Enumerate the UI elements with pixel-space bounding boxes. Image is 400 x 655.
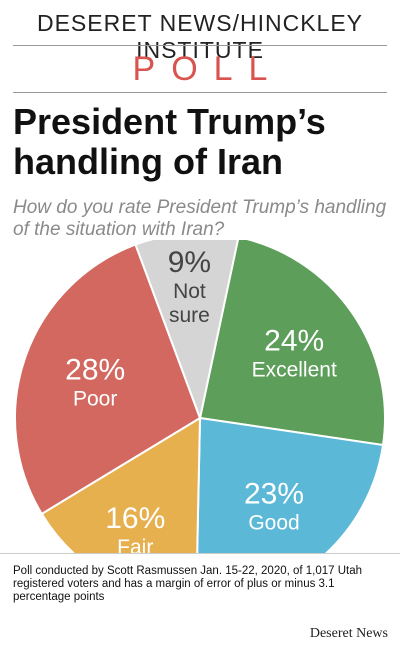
slice-percent-label: 24% bbox=[264, 325, 324, 358]
chart-title: President Trump’s handling of Iran bbox=[13, 101, 326, 182]
footnote: Poll conducted by Scott Rasmussen Jan. 1… bbox=[13, 565, 363, 603]
slice-percent-label: 16% bbox=[105, 502, 165, 535]
poll-divider bbox=[13, 92, 387, 93]
pie-slice-not-sure bbox=[134, 240, 239, 422]
slice-category-label: Poor bbox=[73, 387, 117, 410]
slice-category-label: Excellent bbox=[252, 359, 337, 382]
header-divider bbox=[13, 45, 387, 46]
poll-label: POLL bbox=[132, 50, 284, 88]
brand-logo: Deseret News bbox=[309, 626, 388, 641]
slice-category-label: sure bbox=[169, 304, 210, 327]
pie-slice-excellent bbox=[198, 240, 386, 447]
pie-chart: 24%Excellent 23%Good 16%Fair 28%Poor 9%Notsu… bbox=[14, 240, 386, 553]
footer-divider bbox=[0, 553, 400, 554]
source-header: DESERET NEWS/HINCKLEY INSTITUTE bbox=[36, 10, 364, 63]
slice-percent-label: 28% bbox=[65, 353, 125, 386]
pie-slice-fair bbox=[40, 416, 202, 553]
slice-category-label: Fair bbox=[117, 536, 153, 553]
slice-percent-label: 23% bbox=[244, 478, 304, 511]
chart-question: How do you rate President Trump’s handli… bbox=[13, 197, 387, 240]
pie-slice-good bbox=[196, 416, 385, 553]
pie-slice-poor bbox=[14, 243, 202, 516]
slice-percent-label: 9% bbox=[168, 246, 211, 279]
slice-category-label: Not bbox=[173, 280, 206, 303]
slice-category-label: Good bbox=[248, 512, 299, 535]
